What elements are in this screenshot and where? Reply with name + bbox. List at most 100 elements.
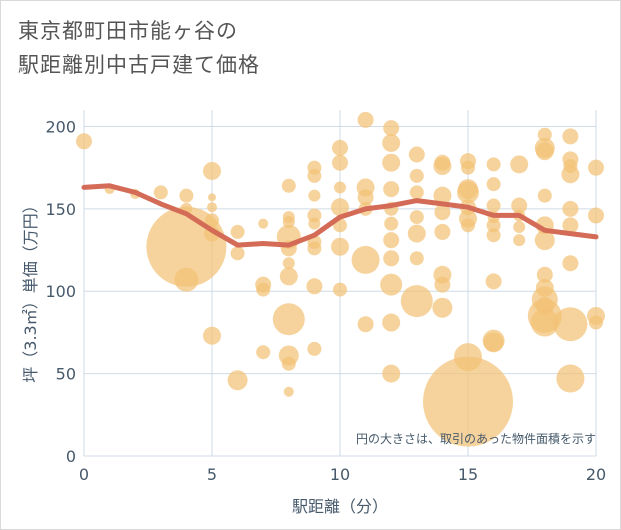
bubble	[511, 197, 528, 214]
bubble	[331, 237, 349, 256]
bubble	[281, 356, 296, 371]
bubble	[357, 189, 374, 206]
bubble	[486, 177, 501, 192]
bubble	[589, 315, 603, 330]
bubble	[307, 168, 322, 183]
bubble	[562, 255, 579, 272]
bubble	[536, 266, 553, 283]
y-tick-label: 50	[56, 365, 76, 384]
bubble	[382, 313, 401, 332]
bubble	[203, 161, 221, 180]
bubble	[556, 364, 585, 393]
bubble	[382, 364, 401, 383]
bubble	[308, 217, 321, 230]
bubble	[383, 232, 400, 249]
bubble	[331, 198, 349, 217]
bubble	[409, 185, 424, 200]
bubble	[76, 133, 92, 150]
bubble	[513, 234, 526, 247]
bubble	[407, 224, 426, 243]
x-tick-label: 15	[458, 465, 478, 484]
bubble	[434, 276, 451, 293]
bubble	[382, 133, 401, 152]
bubble	[174, 267, 199, 292]
bubble	[433, 157, 452, 176]
bubble	[279, 267, 298, 286]
bubble	[483, 332, 504, 353]
bubble	[153, 185, 168, 200]
bubble	[535, 142, 554, 161]
bubble	[457, 181, 479, 204]
chart-title: 東京都町田市能ヶ谷の 駅距離別中古戸建て価格	[18, 14, 260, 82]
y-tick-label: 200	[45, 117, 76, 136]
bubble	[537, 127, 552, 142]
bubble	[382, 153, 401, 172]
bubble	[272, 303, 305, 336]
bubble	[588, 159, 604, 176]
bubble	[380, 273, 403, 296]
bubble	[534, 230, 555, 251]
bubble	[434, 204, 451, 221]
bubble	[409, 251, 424, 266]
bubble	[562, 200, 579, 217]
bubble	[332, 154, 348, 171]
x-tick-label: 5	[207, 465, 217, 484]
bubble	[281, 178, 296, 193]
y-axis-label: 坪（3.3㎡）単価（万円）	[21, 197, 40, 382]
x-tick-label: 0	[79, 465, 89, 484]
bubble	[409, 168, 424, 183]
bubble	[227, 370, 248, 391]
bubble	[306, 278, 323, 295]
bubble	[553, 307, 588, 342]
size-annotation: 円の大きさは、取引のあった物件面積を示す	[356, 431, 596, 446]
bubble	[334, 181, 346, 194]
bubble	[562, 217, 579, 234]
bubble	[400, 285, 433, 318]
bubble	[307, 241, 322, 256]
bubble	[203, 326, 221, 345]
bubble	[283, 386, 294, 397]
bubble	[510, 155, 529, 174]
bubble	[383, 181, 400, 198]
bubble	[530, 308, 559, 337]
title-line-2: 駅距離別中古戸建て価格	[18, 53, 260, 77]
bubble	[433, 186, 452, 205]
bubble	[562, 128, 579, 145]
bubble	[432, 297, 453, 318]
y-tick-label: 100	[45, 282, 76, 301]
bubble	[409, 210, 424, 225]
bubble	[333, 282, 347, 297]
y-tick-label: 150	[45, 200, 76, 219]
bubble	[332, 139, 348, 156]
bubble	[561, 165, 580, 184]
bubble	[357, 316, 374, 333]
trend-line	[81, 183, 599, 248]
bubble	[486, 157, 501, 172]
bubble	[486, 198, 501, 213]
bubble	[256, 282, 271, 297]
bubble	[256, 345, 271, 360]
bubble	[384, 216, 399, 231]
bubble	[423, 356, 513, 447]
bubble	[282, 257, 295, 270]
x-axis-label: 駅距離（分）	[292, 497, 388, 516]
bubble	[383, 250, 400, 267]
bubble	[308, 189, 321, 202]
bubble	[351, 245, 380, 274]
bubble	[205, 213, 219, 228]
x-tick-label: 10	[330, 465, 350, 484]
bubble	[461, 218, 475, 233]
title-line-1: 東京都町田市能ヶ谷の	[18, 19, 238, 43]
bubble	[230, 224, 245, 239]
bubble	[485, 273, 502, 290]
bubble	[537, 188, 552, 203]
y-tick-label: 0	[66, 447, 76, 466]
bubble	[383, 120, 400, 137]
x-tick-label: 20	[586, 465, 606, 484]
bubble	[230, 246, 245, 261]
bubble	[434, 223, 451, 240]
bubble-layer	[76, 111, 605, 447]
bubble	[461, 160, 475, 175]
